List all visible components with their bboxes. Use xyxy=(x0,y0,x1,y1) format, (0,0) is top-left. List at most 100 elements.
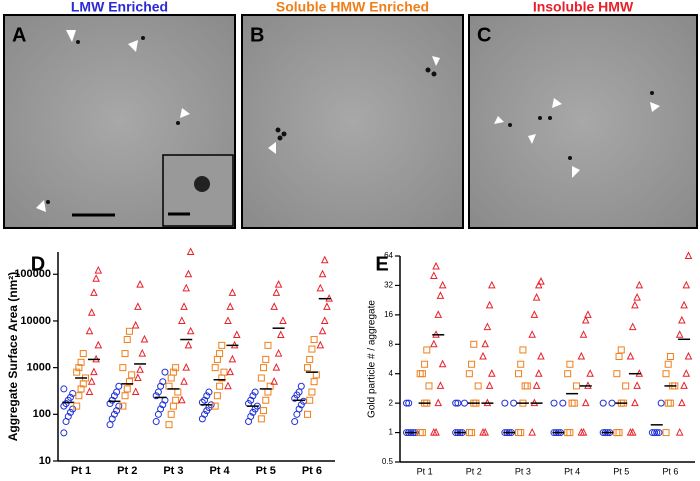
point xyxy=(138,348,147,357)
point xyxy=(184,340,193,349)
point xyxy=(436,291,445,299)
x-tick-label: Pt 3 xyxy=(515,466,531,476)
point xyxy=(615,429,623,437)
point xyxy=(680,300,688,309)
point xyxy=(452,399,460,407)
point xyxy=(211,402,219,410)
point xyxy=(682,369,691,377)
point xyxy=(316,340,325,349)
point xyxy=(140,334,149,343)
point xyxy=(152,418,160,426)
point xyxy=(468,429,476,437)
point xyxy=(680,381,688,389)
point xyxy=(519,346,527,354)
point xyxy=(121,350,129,358)
y-tick-label: 16 xyxy=(384,310,393,319)
point xyxy=(60,429,68,437)
point xyxy=(532,293,541,301)
y-tick-label: 1000 xyxy=(27,362,51,374)
point xyxy=(201,410,209,418)
panel-letter: A xyxy=(12,24,26,46)
point xyxy=(416,370,424,378)
point xyxy=(180,302,188,310)
micrograph-a xyxy=(3,14,236,229)
point xyxy=(430,339,438,348)
point xyxy=(405,399,413,407)
point xyxy=(675,330,684,338)
point xyxy=(657,399,665,407)
point xyxy=(318,326,327,335)
point xyxy=(184,269,193,278)
point xyxy=(131,320,140,329)
panel-title: Soluble HMW Enriched xyxy=(276,0,429,15)
point xyxy=(270,302,278,310)
point xyxy=(615,352,623,360)
point xyxy=(136,280,144,288)
x-tick-label: Pt 2 xyxy=(117,465,137,476)
point xyxy=(205,388,213,396)
point xyxy=(77,358,85,366)
point xyxy=(224,316,232,324)
point xyxy=(308,345,316,353)
point xyxy=(264,341,272,349)
point xyxy=(434,398,443,407)
point xyxy=(87,308,96,316)
point xyxy=(308,388,316,396)
point xyxy=(628,427,637,436)
point xyxy=(272,288,281,296)
point xyxy=(465,370,473,378)
point xyxy=(436,381,445,389)
point xyxy=(306,355,314,363)
point xyxy=(172,396,180,404)
point xyxy=(119,364,127,372)
point xyxy=(257,415,265,423)
point xyxy=(501,399,509,407)
point xyxy=(79,350,87,358)
point xyxy=(182,283,191,292)
point xyxy=(528,427,536,436)
point xyxy=(251,388,259,396)
point xyxy=(678,315,686,324)
x-tick-label: Pt 2 xyxy=(466,466,482,476)
point xyxy=(570,399,578,407)
point xyxy=(631,300,639,309)
point xyxy=(648,429,656,437)
point xyxy=(664,360,672,368)
point xyxy=(577,351,586,360)
point xyxy=(485,381,494,389)
point xyxy=(295,405,303,413)
point xyxy=(106,421,114,429)
point xyxy=(613,429,621,437)
point xyxy=(304,410,312,418)
point xyxy=(167,410,175,418)
point xyxy=(211,364,219,372)
point xyxy=(474,382,482,390)
point xyxy=(532,381,541,389)
point xyxy=(276,330,285,339)
point xyxy=(664,399,672,407)
point xyxy=(550,399,558,407)
point xyxy=(662,370,670,378)
point xyxy=(481,427,490,436)
point xyxy=(226,367,235,376)
point xyxy=(216,350,224,358)
point xyxy=(316,283,325,292)
point xyxy=(228,354,237,363)
point xyxy=(515,429,523,437)
x-tick-label: Pt 1 xyxy=(71,465,91,476)
point xyxy=(666,399,674,407)
point xyxy=(425,382,433,390)
point xyxy=(123,336,131,344)
point xyxy=(272,363,281,371)
point xyxy=(633,381,641,389)
point xyxy=(521,382,529,390)
point xyxy=(304,364,312,372)
x-tick-label: Pt 4 xyxy=(564,466,580,476)
x-tick-label: Pt 5 xyxy=(256,465,276,476)
point xyxy=(515,370,523,378)
point xyxy=(110,410,118,418)
point xyxy=(572,382,580,390)
point xyxy=(423,346,431,354)
point xyxy=(115,402,123,410)
point xyxy=(226,302,235,310)
